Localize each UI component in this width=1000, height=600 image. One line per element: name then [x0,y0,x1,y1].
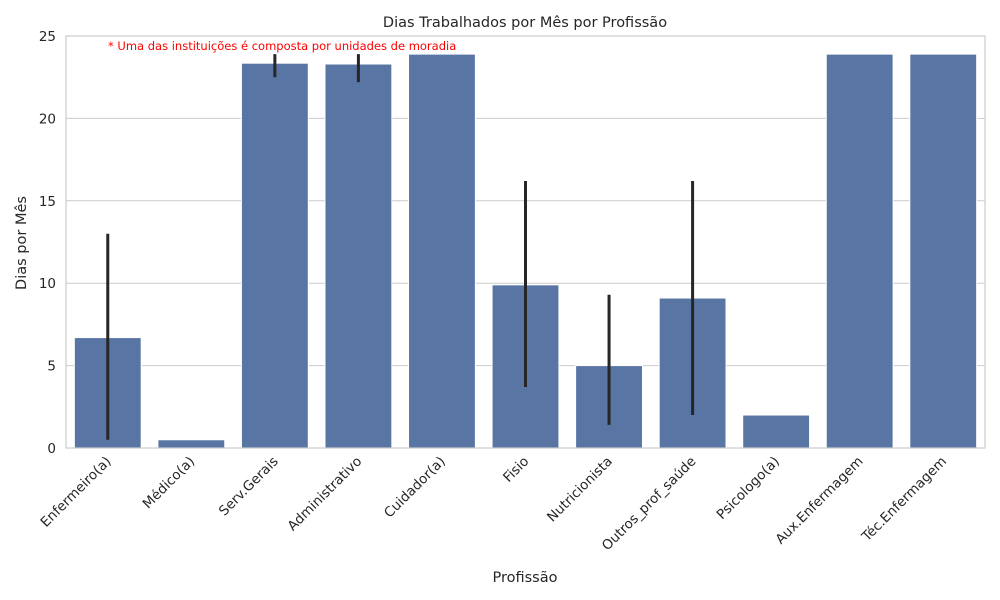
y-tick-label: 0 [47,441,56,457]
x-tick-label: Cuidador(a) [381,454,449,522]
x-tick-label: Administrativo [284,454,365,535]
bar [157,439,226,449]
x-tick-label: Nutricionista [544,454,616,526]
x-tick-label: Serv.Gerais [216,454,282,520]
x-tick-label: Aux.Enfermagem [772,454,866,548]
y-tick-label: 20 [39,111,56,127]
x-tick-label: Fisio [500,454,532,486]
y-tick-label: 15 [39,194,56,210]
x-tick-label: Enfermeiro(a) [38,454,115,531]
y-tick-label: 10 [39,276,56,292]
y-tick-label: 5 [47,359,56,375]
bar [742,414,811,449]
plot-frame [65,35,986,449]
bars [73,53,978,449]
x-tick-label: Téc.Enfermagem [858,454,950,546]
x-tick-labels: Enfermeiro(a) Médico(a) Serv.Gerais Adminis… [38,454,951,554]
bar [240,62,309,449]
y-tick-labels: 0 5 10 15 20 25 [39,29,56,457]
bar [408,53,476,449]
x-tick-label: Psicologo(a) [714,454,783,523]
bar [825,53,894,449]
error-bars [106,54,695,440]
annotation-note: * Uma das instituições é composta por un… [108,39,456,53]
x-axis-title: Profissão [492,570,557,586]
x-tick-label: Médico(a) [140,454,199,513]
x-tick-label: Outros_prof_saúde [599,454,699,554]
bar [909,53,978,449]
y-tick-label: 25 [39,29,56,45]
chart-title: Dias Trabalhados por Mês por Profissão [383,15,667,31]
bar [324,63,393,449]
y-axis-title: Dias por Mês [14,196,30,290]
